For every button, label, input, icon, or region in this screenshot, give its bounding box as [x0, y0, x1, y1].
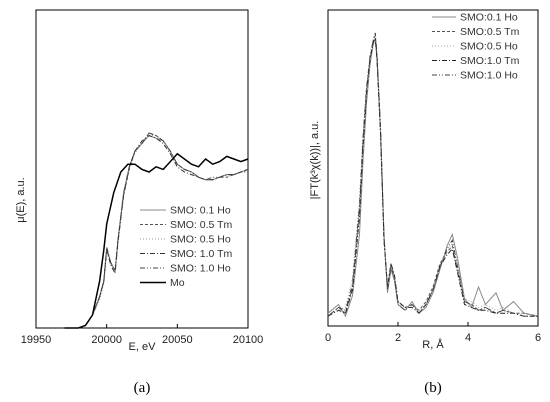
panel-b: 0 2 4 6 SMO:0.1 Ho SMO:0.5 Tm SMO:0.5 Ho SMO:1…: [309, 9, 541, 396]
legend-a: SMO: 0.1 Ho SMO: 0.5 Tm SMO: 0.5 Ho SMO: 1.…: [140, 205, 232, 289]
legend-b: SMO:0.1 Ho SMO:0.5 Tm SMO:0.5 Ho SMO:1.0 Tm…: [432, 12, 520, 82]
legend-entry: SMO: 0.5 Tm: [170, 219, 232, 231]
series-lines-b: [327, 32, 539, 318]
panel-label-a: (a): [134, 380, 151, 396]
series-line-mo: [64, 152, 249, 329]
x-axis-label-b: R, Å: [422, 338, 444, 351]
series-lines-a: [64, 132, 249, 329]
x-tick-label: 20050: [162, 334, 193, 346]
legend-entry: SMO:0.5 Ho: [460, 41, 518, 53]
x-tick-label: 20000: [91, 334, 122, 346]
series-line-smo-0-5-ho: [327, 40, 539, 317]
legend-entry: SMO:1.0 Tm: [460, 55, 520, 67]
series-line-smo-1-0-ho: [64, 132, 249, 329]
legend-entry: SMO:0.1 Ho: [460, 12, 518, 24]
legend-entry: SMO:1.0 Ho: [460, 70, 518, 82]
x-ticks-a: 19950 20000 20050 20100: [21, 324, 264, 346]
legend-entry: SMO: 0.1 Ho: [170, 205, 231, 217]
series-line-smo-1-0-ho: [327, 32, 538, 317]
legend-entry: SMO: 1.0 Ho: [170, 263, 231, 275]
panel-label-b: (b): [424, 380, 442, 396]
legend-entry: SMO: 1.0 Tm: [170, 248, 232, 260]
x-tick-label: 2: [395, 332, 401, 344]
x-axis-label-a: E, eV: [129, 341, 157, 353]
legend-entry: Mo: [170, 277, 185, 289]
plot-frame-b: [327, 9, 539, 327]
y-axis-label-b: |FT(k³χ(k))|, a.u.: [309, 121, 321, 200]
series-line-smo-0-1-ho: [64, 135, 249, 329]
series-line-smo-0-5-ho: [64, 135, 249, 329]
series-line-smo-0-5-tm: [327, 34, 539, 317]
series-line-smo-1-0-tm: [64, 135, 248, 329]
plot-frame-a: [35, 9, 249, 329]
x-tick-label: 6: [535, 332, 541, 344]
legend-entry: SMO: 0.5 Ho: [170, 234, 231, 246]
x-tick-label: 19950: [21, 334, 52, 346]
panel-a: 19950 20000 20050 20100 SMO: 0.1 Ho SMO: 0.5…: [15, 9, 264, 396]
x-ticks-b: 0 2 4 6: [325, 322, 541, 344]
x-tick-label: 4: [465, 332, 471, 344]
y-axis-label-a: μ(E), a.u.: [15, 177, 27, 222]
x-tick-label: 0: [325, 332, 331, 344]
x-tick-label: 20100: [233, 334, 264, 346]
legend-entry: SMO:0.5 Tm: [460, 26, 520, 38]
series-line-smo-0-1-ho: [327, 37, 539, 318]
